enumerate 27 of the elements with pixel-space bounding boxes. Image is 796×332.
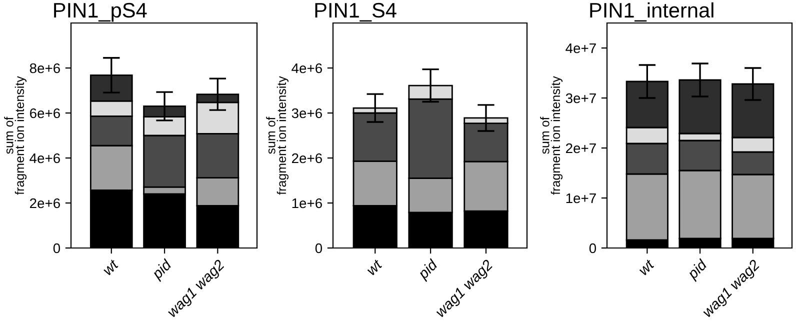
y-tick-label: 8e+6 [30,63,60,74]
chart-title: PIN1_pS4 [54,2,147,22]
x-tick-label: pid [686,258,710,282]
y-axis-title: sum of fragment ion intensity [540,76,563,195]
y-tick-label: 0 [53,243,60,254]
x-tick-label: pid [150,258,174,282]
y-axis-title: sum of fragment ion intensity [4,76,27,195]
y-tick-label: 4e+7 [566,43,596,54]
chart-title: PIN1_internal [590,2,714,22]
y-tick-label: 1e+7 [566,193,596,204]
y-tick-label: 2e+6 [30,198,60,208]
x-tick-label: pid [416,258,440,282]
x-tick-label: wt [102,258,120,276]
y-tick-label: 0 [589,243,596,254]
y-tick-label: 0 [315,243,322,254]
x-tick-label: wt [638,258,656,276]
y-tick-label: 1e+6 [292,198,322,208]
y-tick-label: 6e+6 [30,108,60,118]
x-tick-label: wt [366,258,384,276]
y-tick-label: 4e+6 [30,153,60,164]
chart-title: PIN1_S4 [315,2,396,22]
y-tick-label: 2e+7 [566,143,596,154]
y-tick-label: 3e+6 [292,108,322,118]
y-tick-label: 2e+6 [292,153,322,164]
y-axis-title: sum of fragment ion intensity [266,76,289,195]
y-tick-label: 3e+7 [566,93,596,104]
y-tick-label: 4e+6 [292,63,322,74]
